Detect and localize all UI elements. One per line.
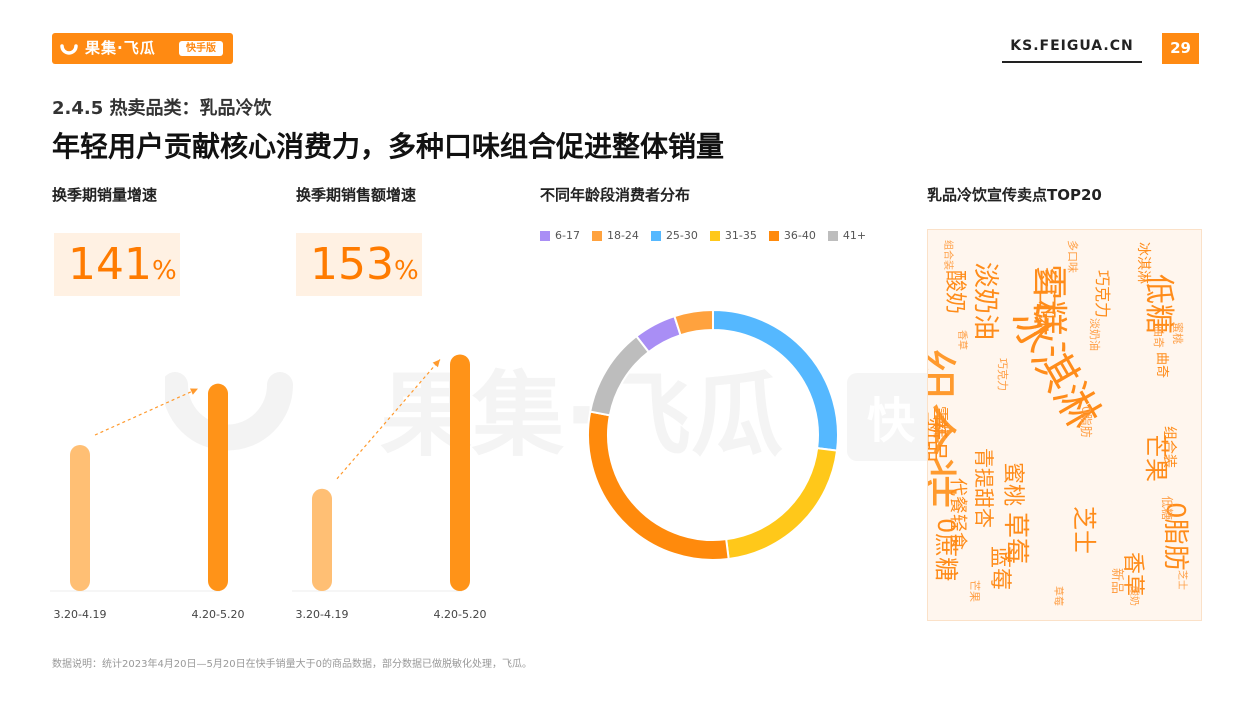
logo-smile-icon xyxy=(60,44,78,55)
sales-volume-unit: % xyxy=(151,256,177,286)
volume-x-label-1: 3.20-4.19 xyxy=(54,608,107,621)
amount-arrow-head xyxy=(432,359,440,368)
word-cloud-term: 芝士 xyxy=(1070,506,1098,554)
amount-x-label-1: 3.20-4.19 xyxy=(296,608,349,621)
sales-amount-unit: % xyxy=(393,256,419,286)
sales-volume-stat: 141% xyxy=(54,233,180,296)
sales-volume-bar-chart: 3.20-4.19 4.20-5.20 xyxy=(50,383,245,621)
sales-volume-title: 换季期销量增速 xyxy=(52,186,158,204)
legend-swatch xyxy=(650,231,661,241)
word-cloud-term: 组合装 xyxy=(1161,426,1177,468)
word-cloud-term: 淡奶油 xyxy=(1088,318,1101,351)
word-cloud-term: 雪糕 xyxy=(931,406,950,439)
volume-arrow-head xyxy=(190,388,198,395)
site-url[interactable]: KS.FEIGUA.CN xyxy=(1010,38,1134,54)
legend-label: 31-35 xyxy=(724,229,757,242)
word-cloud-term: 低糖 xyxy=(1160,496,1174,521)
selling-points-word-cloud: 组合装 冰淇淋 雪糕 低糖 淡奶油 酸奶 多口味 0脂肪 0蔗糖 芒果 草莓 芝士 蜜桃 蓝莓 青提甜杏 新品… xyxy=(927,229,1202,621)
word-cloud-term: 芒果 xyxy=(968,580,981,602)
word-cloud-term: 冰淇淋 xyxy=(1135,242,1151,284)
section-subtitle: 2.4.5 热卖品类：乳品冷饮 xyxy=(52,98,272,119)
age-distribution-title: 不同年龄段消费者分布 xyxy=(540,186,691,204)
word-cloud-term: 巧克力 xyxy=(996,358,1009,391)
sales-amount-bar-chart: 3.20-4.19 4.20-5.20 xyxy=(292,354,487,621)
age-donut-chart xyxy=(587,308,839,561)
legend-label: 6-17 xyxy=(555,229,580,242)
svg-text:快: 快 xyxy=(867,393,916,449)
brand-logo[interactable]: 果集·飞瓜 快手版 xyxy=(52,33,233,64)
word-cloud-term: 多口味 xyxy=(1033,266,1058,333)
legend-swatch xyxy=(709,231,720,241)
word-cloud-term: 酸奶 xyxy=(942,270,967,315)
word-cloud-term: 代餐轻食 xyxy=(947,478,968,550)
legend-swatch xyxy=(768,231,779,241)
word-cloud-term: 曲奇 xyxy=(1152,326,1165,348)
amount-growth-arrow xyxy=(336,359,441,480)
age-legend: 6-17 18-24 25-30 31-35 36-40 41+ xyxy=(540,229,866,243)
legend-label: 36-40 xyxy=(783,229,816,242)
sales-amount-value: 153 xyxy=(310,239,394,290)
word-cloud-term: 香草 xyxy=(956,330,967,350)
data-footnote: 数据说明：统计2023年4月20日—5月20日在快手销量大于0的商品数据，部分数… xyxy=(52,659,532,670)
sales-amount-stat: 153% xyxy=(296,233,422,296)
sales-volume-value: 141 xyxy=(68,239,152,290)
volume-x-label-2: 4.20-5.20 xyxy=(192,608,245,621)
logo-badge: 快手版 xyxy=(179,41,223,56)
word-cloud-term: 芝士 xyxy=(1176,570,1187,590)
amount-bar-2 xyxy=(450,354,470,591)
word-cloud-title: 乳品冷饮宣传卖点TOP20 xyxy=(927,186,1102,204)
word-cloud-term: 蜜桃 xyxy=(1171,322,1184,344)
donut-slice-25-30 xyxy=(712,308,839,452)
logo-text: 果集·飞瓜 xyxy=(85,39,156,57)
legend-item-31-35: 31-35 xyxy=(709,229,757,243)
amount-bar-1 xyxy=(312,488,332,591)
sales-amount-title: 换季期销售额增速 xyxy=(296,186,417,204)
word-cloud-term: 新品 xyxy=(1109,568,1124,595)
word-cloud-term: 蜜桃 xyxy=(1000,462,1025,507)
legend-item-41+: 41+ xyxy=(827,229,867,243)
legend-item-18-24: 18-24 xyxy=(591,229,639,243)
volume-growth-arrow xyxy=(94,388,199,436)
volume-bar-2 xyxy=(208,383,228,591)
word-cloud-term: 酸奶 xyxy=(1128,586,1139,606)
word-cloud-term: 草莓 xyxy=(1052,586,1063,606)
site-underline xyxy=(1002,61,1142,63)
word-cloud-term: 组合装 xyxy=(942,240,953,270)
legend-item-25-30: 25-30 xyxy=(650,229,698,243)
legend-label: 25-30 xyxy=(665,229,698,242)
legend-swatch xyxy=(540,231,550,241)
donut-slice-18-24 xyxy=(673,308,714,337)
donut-slice-41+ xyxy=(589,334,651,417)
legend-label: 18-24 xyxy=(606,229,639,242)
word-cloud-term: 曲奇 xyxy=(1154,352,1169,379)
page-title: 年轻用户贡献核心消费力，多种口味组合促进整体销量 xyxy=(52,130,725,163)
donut-slice-31-35 xyxy=(725,447,839,561)
word-cloud-term: 0脂肪 xyxy=(1079,406,1093,438)
volume-bar-1 xyxy=(70,445,90,591)
legend-swatch xyxy=(827,231,838,241)
page-number: 29 xyxy=(1162,33,1199,64)
legend-item-36-40: 36-40 xyxy=(768,229,816,243)
word-cloud-term: 淡奶油 xyxy=(970,262,1000,341)
legend-swatch xyxy=(591,231,602,241)
legend-item-6-17: 6-17 xyxy=(540,229,580,243)
word-cloud-term: 青提甜杏 xyxy=(972,448,996,528)
word-cloud-term: 蓝莓 xyxy=(987,546,1012,591)
word-cloud-term: 多口味 xyxy=(1066,240,1079,273)
donut-slice-36-40 xyxy=(587,410,730,561)
legend-label: 41+ xyxy=(842,229,867,242)
word-cloud-term: 巧克力 xyxy=(1093,270,1112,319)
amount-x-label-2: 4.20-5.20 xyxy=(434,608,487,621)
